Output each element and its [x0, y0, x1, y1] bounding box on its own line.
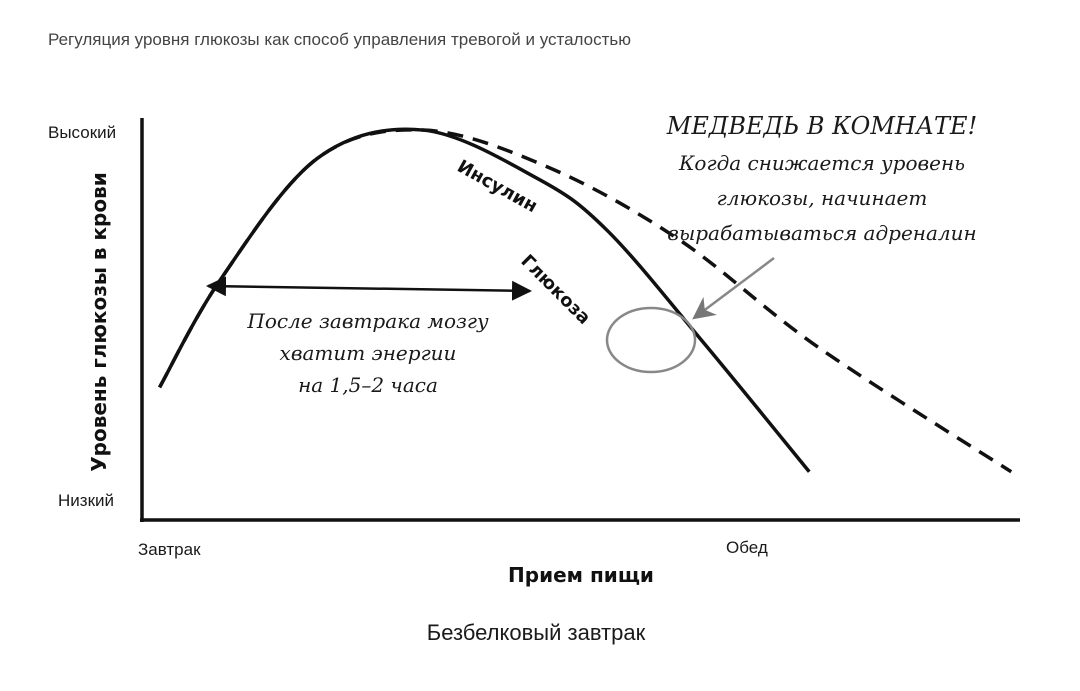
- x-tick-lunch: Обед: [726, 538, 768, 557]
- pointer-arrow: [692, 257, 775, 320]
- figure-caption: Регуляция уровня глюкозы как способ упра…: [48, 30, 632, 49]
- y-tick-low: Низкий: [58, 491, 114, 510]
- bear-note-line-3: вырабатываться адреналин: [667, 221, 976, 245]
- bear-note-line-2: глюкозы, начинает: [717, 186, 928, 210]
- duration-text-line-3: на 1,5–2 часа: [298, 373, 438, 397]
- duration-text-line-1: После завтрака мозгу: [246, 309, 489, 333]
- chart-subtitle: Безбелковый завтрак: [427, 620, 646, 645]
- duration-text-line-2: хватит энергии: [280, 341, 457, 365]
- bear-heading: МЕДВЕДЬ В КОМНАТЕ!: [666, 112, 977, 140]
- bear-note-line-1: Когда снижается уровень: [678, 151, 965, 175]
- glucose-curve: [158, 127, 811, 473]
- duration-arrow: [206, 276, 532, 301]
- glucose-label: Глюкоза: [516, 251, 594, 329]
- insulin-label: Инсулин: [454, 156, 541, 217]
- insulin-curve: [158, 128, 1013, 474]
- highlight-circle: [605, 306, 697, 374]
- x-axis-title: Прием пищи: [508, 563, 654, 587]
- y-axis-title: Уровень глюкозы в крови: [87, 172, 111, 472]
- x-tick-breakfast: Завтрак: [138, 540, 201, 559]
- y-tick-high: Высокий: [48, 123, 116, 142]
